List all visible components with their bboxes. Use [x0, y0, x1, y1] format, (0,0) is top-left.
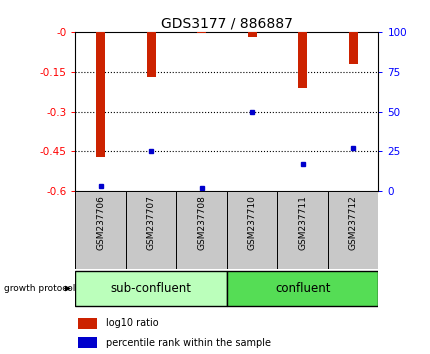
- Bar: [327, 191, 378, 269]
- Bar: [176, 191, 227, 269]
- Text: GSM237707: GSM237707: [146, 195, 155, 250]
- Title: GDS3177 / 886887: GDS3177 / 886887: [161, 17, 292, 31]
- Bar: [298, 32, 307, 88]
- Bar: [96, 32, 105, 156]
- Bar: [227, 271, 378, 306]
- Bar: [78, 318, 96, 329]
- Bar: [75, 191, 126, 269]
- Text: GSM237706: GSM237706: [96, 195, 105, 250]
- Bar: [277, 191, 327, 269]
- Text: percentile rank within the sample: percentile rank within the sample: [105, 338, 270, 348]
- Text: log10 ratio: log10 ratio: [105, 318, 158, 328]
- Text: GSM237710: GSM237710: [247, 195, 256, 250]
- Bar: [197, 32, 206, 33]
- Bar: [75, 271, 227, 306]
- Text: confluent: confluent: [274, 282, 330, 295]
- Text: GSM237711: GSM237711: [298, 195, 307, 250]
- Bar: [227, 191, 277, 269]
- Bar: [348, 32, 357, 64]
- Text: GSM237708: GSM237708: [197, 195, 206, 250]
- Text: sub-confluent: sub-confluent: [111, 282, 191, 295]
- Bar: [247, 32, 256, 37]
- Bar: [78, 337, 96, 348]
- Text: growth protocol: growth protocol: [4, 284, 76, 293]
- Bar: [146, 32, 155, 77]
- Bar: [126, 191, 176, 269]
- Text: GSM237712: GSM237712: [348, 195, 357, 250]
